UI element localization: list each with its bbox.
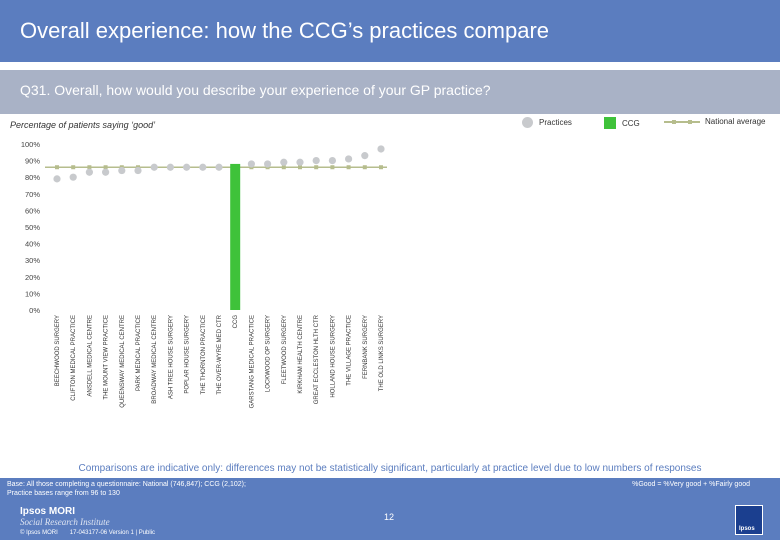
y-tick-label: 80% [25,173,40,182]
question-bar: Q31. Overall, how would you describe you… [0,70,780,114]
x-tick-label: THE THORNTON PRACTICE [201,315,207,394]
ccg-bar [230,163,241,310]
national-average-marker [362,165,367,170]
practice-point [312,157,320,165]
y-tick-label: 20% [25,273,40,282]
chart-subtitle: Percentage of patients saying ‘good’ [10,120,156,130]
x-tick-label: BEECHWOOD SURGERY [55,315,61,386]
legend-practices-label: Practices [539,118,572,127]
practice-point [280,158,288,166]
ipsos-badge-text: Ipsos [739,526,755,532]
national-average-marker [103,165,108,170]
x-tick-label: HOLLAND HOUSE SURGERY [330,315,336,398]
practice-point [264,160,272,168]
practice-point [199,163,207,171]
page-number: 12 [384,512,395,522]
practice-point [166,163,174,171]
y-tick-label: 10% [25,289,40,298]
version: 17-043177-06 Version 1 | Public [69,530,156,536]
x-tick-label: ASH TREE HOUSE SURGERY [168,315,174,399]
copyright-line: © Ipsos MORI 17-043177-06 Version 1 | Pub… [20,530,167,536]
national-average-marker [298,165,302,170]
y-tick-label: 30% [25,256,40,265]
national-average-marker [330,165,335,170]
ipsos-badge-icon: Ipsos [735,505,763,535]
national-line-icon [664,119,700,124]
practice-point [150,163,158,171]
x-tick-label: CLIFTON MEDICAL PRACTICE [71,315,77,401]
ccg-square-icon [604,117,616,129]
practice-point [345,155,353,163]
x-tick-label: THE MOUNT VIEW PRACTICE [104,315,110,400]
practice-point [377,145,385,153]
legend-practices: Practices [522,117,572,128]
base-text: Base: All those completing a questionnai… [7,481,246,488]
y-tick-label: 60% [25,206,40,215]
sri-logo-text: Social Research Institute [20,517,110,527]
y-tick-label: 40% [25,240,40,249]
national-average-marker [346,165,351,170]
x-tick-label: QUEENSWAY MEDICAL CENTRE [120,315,126,408]
page-title: Overall experience: how the CCG’s practi… [20,18,550,43]
y-tick-label: 70% [25,190,40,199]
practice-point [102,168,110,176]
practice-point [247,160,255,168]
x-tick-label: THE OLD LINKS SURGERY [379,315,385,391]
national-average-marker [71,165,76,170]
footer: Ipsos MORI Social Research Institute © I… [0,500,780,540]
practice-point [85,168,93,176]
x-tick-label: THE VILLAGE PRACTICE [347,315,353,386]
national-average-marker [281,165,286,170]
practice-point [296,158,304,166]
practice-point [215,163,223,171]
x-tick-label: KIRKHAM HEALTH CENTRE [298,315,304,394]
national-average-marker [379,165,383,170]
chart: 0% 10% 20% 30% 40% 50% 60% 70% 80% 90% 100% BEECHWO… [21,140,387,408]
copyright: © Ipsos MORI [20,530,58,536]
x-tick-label: PARK MEDICAL PRACTICE [136,315,142,391]
practice-point [134,166,142,175]
comparison-notice: Comparisons are indicative only: differe… [78,463,702,474]
x-tick-label: POPLAR HOUSE SURGERY [185,315,191,394]
ipsos-mori-logo: Ipsos MORI [20,506,76,517]
y-tick-label: 90% [25,157,40,166]
national-average-marker [87,165,92,170]
legend-national: National average [664,117,765,126]
x-tick-label: THE OVER-WYRE MED CTR [217,314,223,394]
legend-ccg: CCG [604,117,640,129]
x-tick-label: BROADWAY MEDICAL CENTRE [152,315,158,404]
legend-ccg-label: CCG [622,118,640,128]
x-tick-label: ANSDELL MEDICAL CENTRE [87,315,93,397]
practice-point [118,166,126,175]
practice-point [328,157,336,165]
base-range-text: Practice bases range from 96 to 130 [7,490,120,497]
y-tick-label: 50% [25,223,40,232]
x-tick-label: GREAT ECCLESTON HLTH CTR [314,314,320,404]
national-average-marker [314,165,319,170]
practice-point [53,175,61,183]
header-bar: Overall experience: how the CCG’s practi… [0,0,780,62]
practice-dot-icon [522,117,533,128]
national-average-marker [55,165,59,170]
x-tick-label: CCG [233,315,239,329]
practice-point [183,163,191,171]
practice-point [69,173,77,181]
practice-point [361,152,369,160]
x-tick-label: FERNBANK SURGERY [363,315,369,379]
x-tick-label: GARSTANG MEDICAL PRACTICE [249,315,255,408]
legend-national-label: National average [705,117,766,126]
x-tick-label: FLEETWOOD SURGERY [282,315,288,384]
good-definition: %Good = %Very good + %Fairly good [632,481,750,488]
y-tick-label: 0% [29,306,40,315]
base-bar: Base: All those completing a questionnai… [0,478,780,500]
y-tick-label: 100% [21,140,41,149]
x-tick-label: LOCKWOOD OP SURGERY [266,315,272,392]
question-text: Q31. Overall, how would you describe you… [20,82,491,98]
